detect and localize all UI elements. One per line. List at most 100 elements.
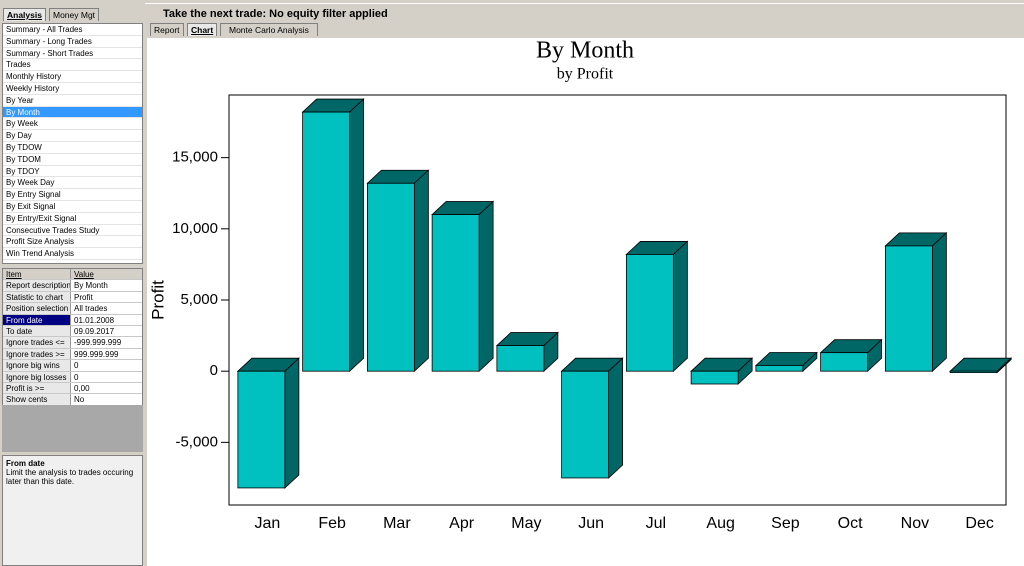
- report-item[interactable]: Profit Size Analysis: [3, 236, 142, 249]
- property-row[interactable]: Show cents No: [3, 394, 142, 406]
- property-grid: Item Value Report description By Month Stati…: [2, 268, 143, 406]
- property-row[interactable]: Report description By Month: [3, 280, 142, 292]
- property-cell[interactable]: Show cents: [3, 394, 71, 405]
- property-cell[interactable]: 0: [71, 371, 142, 382]
- top-edge: [145, 0, 1024, 4]
- x-tick-label: Oct: [838, 515, 863, 532]
- bar: [561, 370, 610, 479]
- property-cell[interactable]: 01.01.2008: [71, 314, 142, 325]
- chart: By Month by Profit Profit -5,000 0 5,000 10…: [147, 38, 1024, 566]
- report-item[interactable]: Summary - Long Trades: [3, 36, 142, 48]
- report-item[interactable]: Summary - All Trades: [3, 24, 142, 36]
- property-row[interactable]: Ignore trades <= -999.999.999: [3, 337, 142, 349]
- y-axis-label: Profit: [148, 280, 167, 320]
- view-tab[interactable]: Chart: [187, 23, 218, 36]
- property-row[interactable]: Ignore big wins 0: [3, 360, 142, 372]
- x-tick-label: Feb: [318, 515, 346, 532]
- report-item[interactable]: By TDOY: [3, 166, 142, 178]
- bar: [755, 365, 804, 372]
- grid-blank: [2, 405, 143, 452]
- x-tick-label: Dec: [965, 515, 993, 532]
- x-tick-label: Sep: [771, 515, 800, 532]
- report-item[interactable]: Consecutive Trades Study: [3, 225, 142, 237]
- property-cell[interactable]: No: [71, 394, 142, 405]
- report-list: Summary - All Trades Summary - Long Trade…: [2, 23, 143, 264]
- report-item[interactable]: By Week Day: [3, 177, 142, 190]
- bar: [820, 352, 869, 372]
- property-header-cell: Value: [71, 269, 142, 280]
- bar: [625, 254, 674, 372]
- bar: [884, 245, 933, 372]
- property-row[interactable]: Ignore big losses 0: [3, 371, 142, 383]
- report-item[interactable]: By Entry/Exit Signal: [3, 213, 142, 225]
- bar-side: [349, 98, 365, 373]
- property-cell[interactable]: From date: [3, 314, 71, 325]
- y-tick-label: 0: [210, 362, 218, 379]
- property-cell[interactable]: Ignore big losses: [3, 371, 71, 382]
- left-tab[interactable]: Money Mgt: [49, 8, 100, 21]
- help-box: From date Limit the analysis to trades o…: [2, 455, 143, 566]
- report-item[interactable]: By Year: [3, 95, 142, 107]
- property-cell[interactable]: 0: [71, 360, 142, 371]
- left-panel: Analysis Money Mgt Summary - All Trades Su…: [0, 0, 145, 566]
- property-cell[interactable]: All trades: [71, 303, 142, 314]
- bar: [302, 111, 351, 372]
- help-title: From date: [6, 459, 45, 468]
- report-item[interactable]: Trades: [3, 59, 142, 72]
- property-cell[interactable]: Profit: [71, 291, 142, 303]
- report-item[interactable]: By Month: [3, 106, 142, 119]
- property-row[interactable]: To date 09.09.2017: [3, 325, 142, 338]
- property-header: Item Value: [3, 269, 142, 281]
- y-tick-label: 15,000: [172, 149, 218, 166]
- x-tick-label: Jan: [254, 515, 280, 532]
- property-cell[interactable]: To date: [3, 325, 71, 337]
- chart-title: By Month: [536, 38, 634, 64]
- property-cell[interactable]: -999.999.999: [71, 337, 142, 348]
- report-item[interactable]: By Day: [3, 130, 142, 142]
- property-cell[interactable]: Statistic to chart: [3, 291, 71, 303]
- report-item[interactable]: By TDOW: [3, 142, 142, 154]
- x-tick-label: May: [511, 515, 541, 532]
- view-tab[interactable]: Monte Carlo Analysis: [220, 23, 318, 36]
- property-cell[interactable]: Profit is >=: [3, 382, 71, 394]
- x-tick-label: Mar: [383, 515, 411, 532]
- bar-side: [284, 357, 300, 489]
- report-item[interactable]: Summary - Short Trades: [3, 48, 142, 60]
- bar-side: [478, 200, 494, 373]
- bar: [237, 370, 286, 489]
- chart-subtitle: by Profit: [557, 66, 614, 83]
- property-cell[interactable]: By Month: [71, 280, 142, 291]
- report-item[interactable]: Win Trend Analysis: [3, 248, 142, 260]
- y-tick-label: 5,000: [180, 291, 218, 308]
- x-tick-label: Jun: [578, 515, 604, 532]
- property-cell[interactable]: 999.999.999: [71, 348, 142, 360]
- left-tabs: Analysis Money Mgt: [2, 8, 143, 23]
- report-item[interactable]: Monthly History: [3, 71, 142, 83]
- property-cell[interactable]: Ignore trades >=: [3, 348, 71, 360]
- property-cell[interactable]: Report description: [3, 280, 71, 291]
- left-tab[interactable]: Analysis: [3, 8, 46, 21]
- bar: [949, 370, 998, 374]
- property-cell[interactable]: Position selection: [3, 303, 71, 314]
- property-cell[interactable]: Ignore trades <=: [3, 337, 71, 348]
- property-cell[interactable]: Ignore big wins: [3, 360, 71, 371]
- view-tabs: Report Chart Monte Carlo Analysis: [150, 23, 1024, 38]
- property-row[interactable]: Profit is >= 0,00: [3, 382, 142, 395]
- property-row[interactable]: Statistic to chart Profit: [3, 291, 142, 304]
- report-item[interactable]: By Week: [3, 118, 142, 131]
- bar-side: [413, 169, 429, 373]
- bar-side: [931, 231, 947, 373]
- report-item[interactable]: By TDOM: [3, 154, 142, 166]
- report-item[interactable]: By Exit Signal: [3, 201, 142, 213]
- report-item[interactable]: Weekly History: [3, 83, 142, 95]
- view-tab[interactable]: Report: [150, 23, 184, 36]
- x-tick-label: Aug: [706, 515, 734, 532]
- property-row[interactable]: Ignore trades >= 999.999.999: [3, 348, 142, 361]
- property-cell[interactable]: 09.09.2017: [71, 325, 142, 337]
- property-row[interactable]: Position selection All trades: [3, 303, 142, 315]
- bar: [496, 345, 545, 372]
- property-row[interactable]: From date 01.01.2008: [3, 314, 142, 326]
- property-cell[interactable]: 0,00: [71, 382, 142, 394]
- report-item[interactable]: By Entry Signal: [3, 189, 142, 201]
- bar-side: [608, 357, 624, 479]
